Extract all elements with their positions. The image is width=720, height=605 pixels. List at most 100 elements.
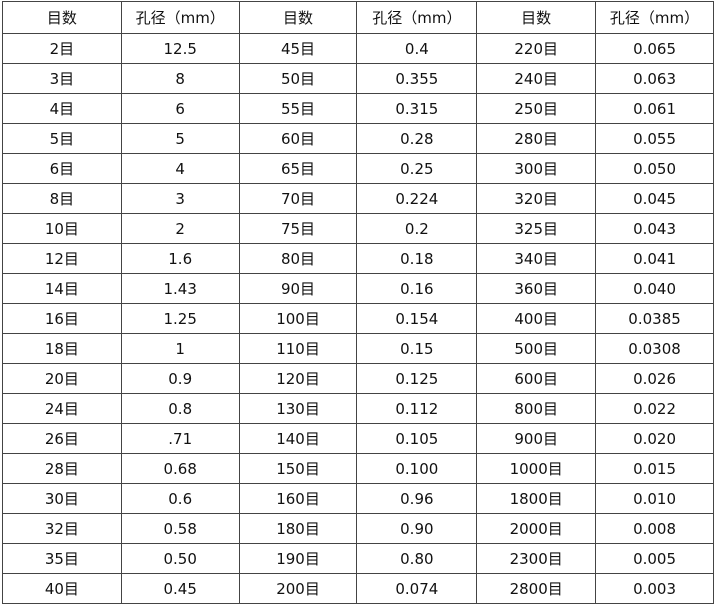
mesh-count-cell: 190目 [238,543,358,574]
mesh-count-cell: 140目 [238,423,358,454]
mesh-count-cell: 2800目 [476,573,597,604]
table-row: 35目 0.50 190目 0.80 2300目 0.005 [2,543,714,574]
aperture-cell: 0.045 [595,183,714,214]
mesh-count-cell: 1000目 [476,453,597,484]
table-row: 30目 0.6 160目 0.96 1800目 0.010 [2,483,714,514]
aperture-cell: 5 [120,123,240,154]
aperture-cell: 0.040 [595,273,714,304]
mesh-count-cell: 100目 [238,303,358,334]
mesh-count-cell: 28目 [2,453,122,484]
mesh-count-cell: 500目 [476,333,597,364]
mesh-count-cell: 26目 [2,423,122,454]
table-row: 26目 .71 140目 0.105 900目 0.020 [2,423,714,454]
aperture-cell: 1 [120,333,240,364]
mesh-count-cell: 16目 [2,303,122,334]
table-row: 8目 3 70目 0.224 320目 0.045 [2,183,714,214]
aperture-cell: 0.45 [120,573,240,604]
aperture-cell: 8 [120,63,240,94]
header-mesh-count: 目数 [476,1,597,34]
header-mesh-count: 目数 [2,1,122,34]
mesh-count-cell: 6目 [2,153,122,184]
aperture-cell: 0.154 [356,303,478,334]
table-row: 6目 4 65目 0.25 300目 0.050 [2,153,714,184]
mesh-count-cell: 80目 [238,243,358,274]
header-aperture-mm: 孔径（mm） [356,1,478,34]
table-row: 24目 0.8 130目 0.112 800目 0.022 [2,393,714,424]
mesh-count-cell: 18目 [2,333,122,364]
header-aperture-mm: 孔径（mm） [120,1,240,34]
mesh-count-cell: 320目 [476,183,597,214]
aperture-cell: 0.4 [356,33,478,64]
mesh-count-cell: 90目 [238,273,358,304]
aperture-cell: 0.25 [356,153,478,184]
mesh-count-cell: 2目 [2,33,122,64]
aperture-cell: 0.074 [356,573,478,604]
aperture-cell: 0.96 [356,483,478,514]
mesh-count-cell: 3目 [2,63,122,94]
mesh-count-cell: 40目 [2,573,122,604]
aperture-cell: 0.022 [595,393,714,424]
aperture-cell: .71 [120,423,240,454]
aperture-cell: 0.0385 [595,303,714,334]
table-row: 14目 1.43 90目 0.16 360目 0.040 [2,273,714,304]
aperture-cell: 0.80 [356,543,478,574]
table-row: 2目 12.5 45目 0.4 220目 0.065 [2,33,714,64]
table-row: 32目 0.58 180目 0.90 2000目 0.008 [2,513,714,544]
aperture-cell: 0.58 [120,513,240,544]
aperture-cell: 0.026 [595,363,714,394]
mesh-count-cell: 120目 [238,363,358,394]
mesh-count-cell: 280目 [476,123,597,154]
mesh-count-cell: 110目 [238,333,358,364]
mesh-count-cell: 60目 [238,123,358,154]
mesh-count-cell: 180目 [238,513,358,544]
aperture-cell: 0.065 [595,33,714,64]
mesh-count-cell: 360目 [476,273,597,304]
mesh-count-cell: 12目 [2,243,122,274]
aperture-cell: 0.055 [595,123,714,154]
mesh-count-cell: 900目 [476,423,597,454]
mesh-count-cell: 340目 [476,243,597,274]
aperture-cell: 0.050 [595,153,714,184]
aperture-cell: 0.112 [356,393,478,424]
mesh-count-cell: 32目 [2,513,122,544]
aperture-cell: 6 [120,93,240,124]
aperture-cell: 0.0308 [595,333,714,364]
table-row: 4目 6 55目 0.315 250目 0.061 [2,93,714,124]
mesh-count-cell: 160目 [238,483,358,514]
table-row: 10目 2 75目 0.2 325目 0.043 [2,213,714,244]
table-row: 3目 8 50目 0.355 240目 0.063 [2,63,714,94]
aperture-cell: 1.25 [120,303,240,334]
mesh-count-cell: 800目 [476,393,597,424]
mesh-count-cell: 14目 [2,273,122,304]
aperture-cell: 0.28 [356,123,478,154]
mesh-count-cell: 20目 [2,363,122,394]
aperture-cell: 0.010 [595,483,714,514]
mesh-count-cell: 325目 [476,213,597,244]
aperture-cell: 0.100 [356,453,478,484]
aperture-cell: 0.6 [120,483,240,514]
mesh-count-cell: 50目 [238,63,358,94]
aperture-cell: 0.16 [356,273,478,304]
aperture-cell: 0.50 [120,543,240,574]
aperture-cell: 12.5 [120,33,240,64]
aperture-cell: 0.9 [120,363,240,394]
aperture-cell: 4 [120,153,240,184]
mesh-count-cell: 2000目 [476,513,597,544]
mesh-count-cell: 35目 [2,543,122,574]
mesh-count-cell: 150目 [238,453,358,484]
aperture-cell: 2 [120,213,240,244]
table-row: 5目 5 60目 0.28 280目 0.055 [2,123,714,154]
table-row: 28目 0.68 150目 0.100 1000目 0.015 [2,453,714,484]
mesh-count-cell: 10目 [2,213,122,244]
mesh-count-cell: 5目 [2,123,122,154]
mesh-count-cell: 24目 [2,393,122,424]
mesh-count-cell: 30目 [2,483,122,514]
mesh-count-cell: 75目 [238,213,358,244]
aperture-cell: 0.2 [356,213,478,244]
aperture-cell: 1.6 [120,243,240,274]
header-aperture-mm: 孔径（mm） [595,1,714,34]
table-row: 16目 1.25 100目 0.154 400目 0.0385 [2,303,714,334]
aperture-cell: 0.90 [356,513,478,544]
aperture-cell: 0.224 [356,183,478,214]
